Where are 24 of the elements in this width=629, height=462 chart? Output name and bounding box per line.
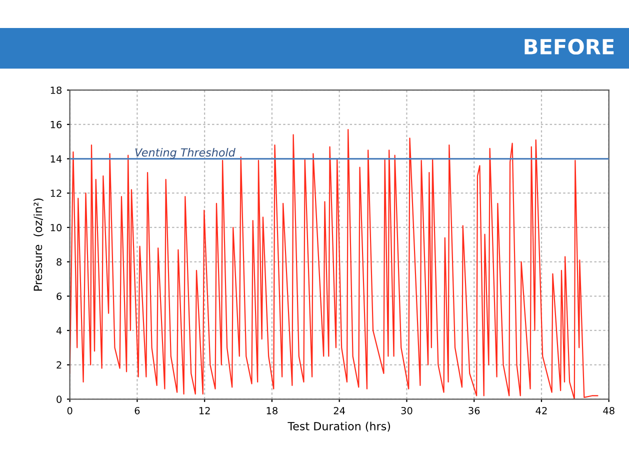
x-axis-title: Test Duration (hrs) — [288, 422, 390, 432]
y-tick-label: 4 — [56, 327, 62, 334]
x-tick-label: 0 — [67, 406, 72, 414]
x-tick-label: 30 — [401, 406, 412, 414]
x-tick-label: 12 — [199, 406, 210, 414]
x-tick-label: 42 — [536, 406, 547, 414]
y-tick-label: 0 — [56, 396, 62, 403]
y-tick-label: 6 — [56, 292, 62, 300]
x-tick-label: 24 — [334, 406, 345, 414]
chart-title: BEFORE — [524, 38, 614, 55]
y-tick-label: 12 — [50, 190, 62, 197]
y-tick-label: 2 — [56, 361, 62, 369]
y-tick-label: 18 — [50, 86, 62, 94]
x-tick-label: 48 — [603, 406, 614, 414]
y-axis-title: Pressure (oz/in²) — [34, 198, 44, 291]
y-tick-label: 10 — [50, 224, 62, 232]
line-series — [70, 129, 598, 400]
x-tick-label: 6 — [134, 406, 140, 414]
ref-line-label: Venting Threshold — [135, 148, 236, 159]
y-tick-label: 8 — [56, 258, 62, 266]
x-tick-label: 18 — [266, 406, 278, 414]
x-tick-label: 36 — [468, 406, 480, 414]
y-tick-label: 14 — [50, 155, 62, 162]
y-tick-label: 16 — [50, 120, 62, 128]
